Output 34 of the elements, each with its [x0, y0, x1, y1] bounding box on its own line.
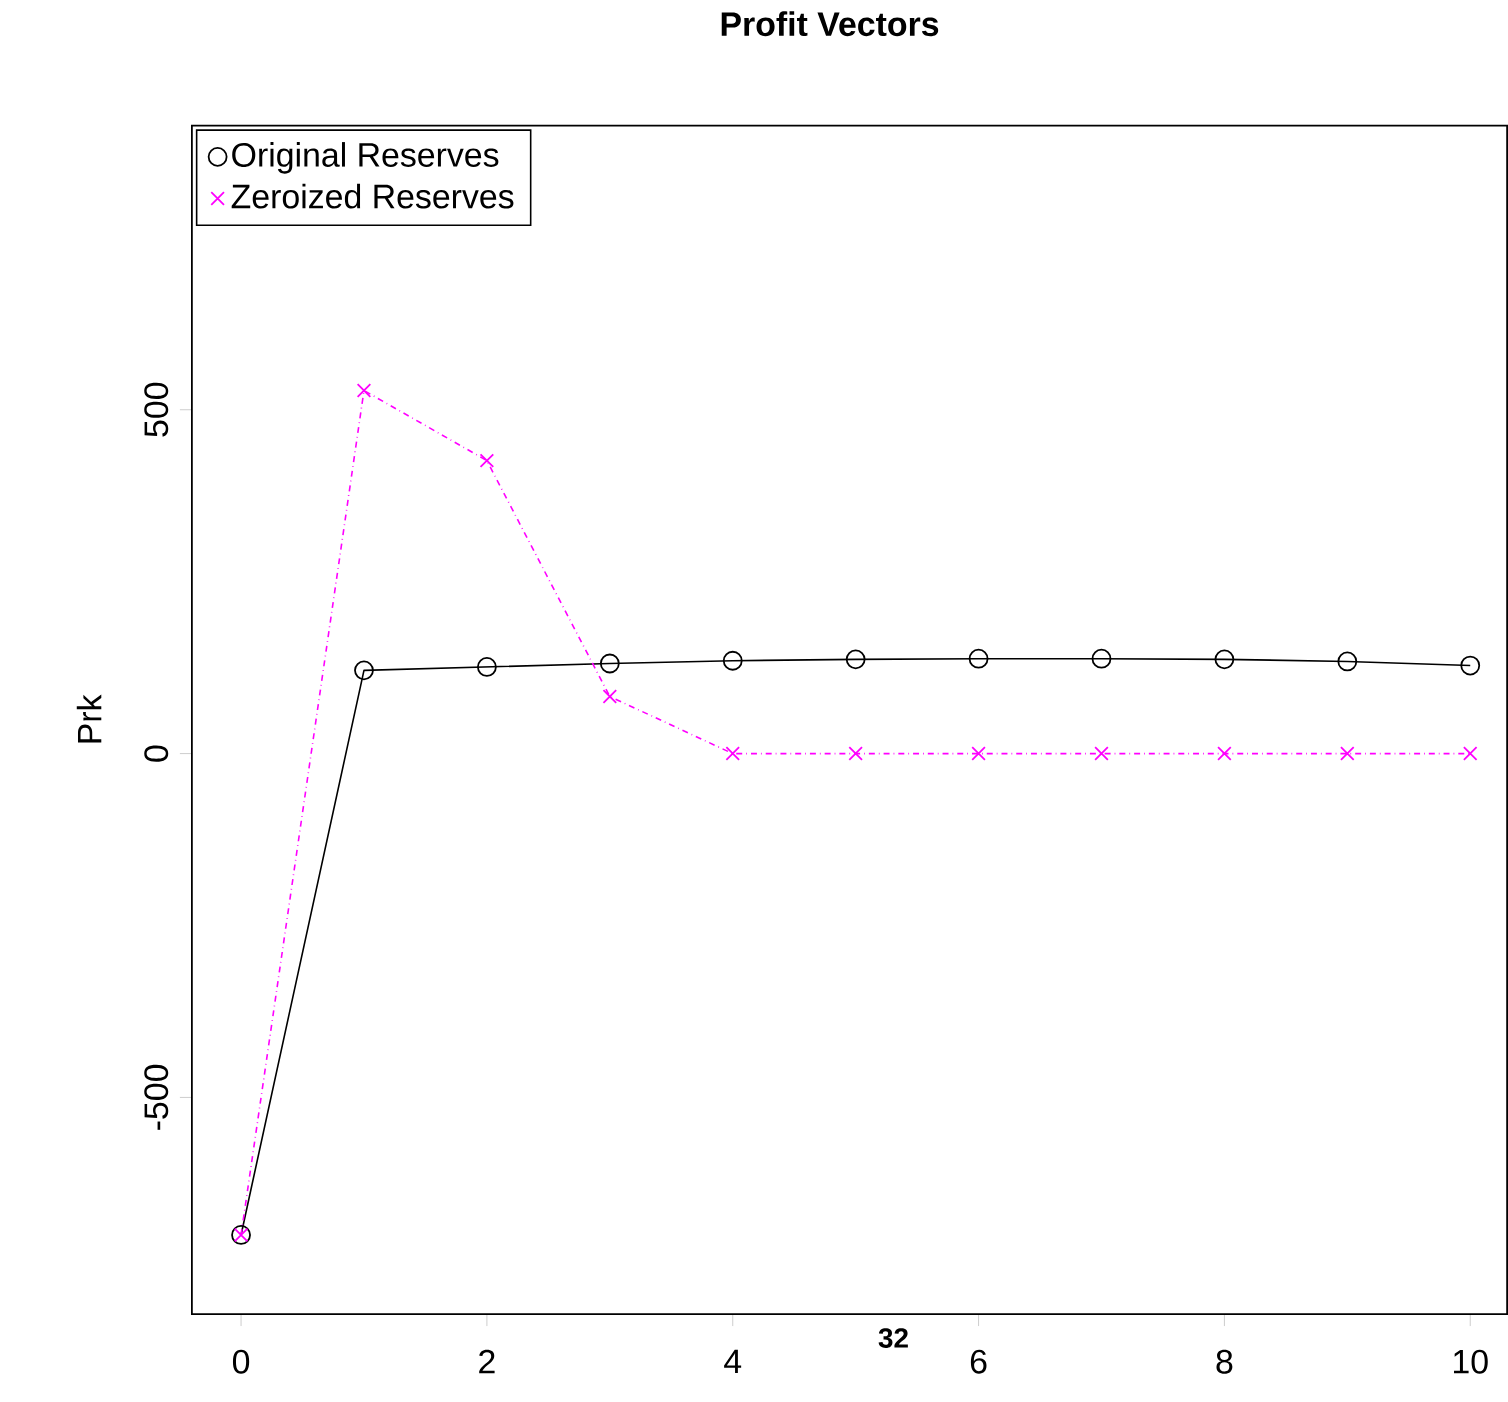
x-tick-label: 6 — [970, 1349, 987, 1374]
x-tick-label: 0 — [232, 1349, 250, 1374]
y-tick-label: 500 — [144, 382, 169, 437]
point — [725, 746, 740, 761]
x-tick-label: 2 — [479, 1349, 495, 1374]
point — [1094, 746, 1109, 761]
legend-label: Zeroized Reserves — [231, 183, 514, 209]
point — [1091, 648, 1112, 669]
point — [477, 657, 497, 677]
point — [971, 746, 986, 761]
y-tick-label: -500 — [144, 1064, 169, 1130]
point — [356, 383, 372, 398]
point — [599, 653, 620, 674]
point — [848, 746, 863, 761]
chart-title: Profit Vectors — [721, 11, 939, 37]
x-tick-label: 4 — [724, 1349, 742, 1374]
legend-label: Original Reserves — [232, 142, 499, 174]
x-tick-label: 10 — [1454, 1349, 1488, 1374]
point — [968, 648, 989, 669]
point — [1337, 651, 1358, 672]
point — [1217, 746, 1232, 761]
x-tick-label: 8 — [1216, 1349, 1233, 1374]
point — [479, 453, 495, 468]
point — [354, 660, 374, 681]
text: 32 — [878, 1328, 908, 1348]
point — [722, 650, 743, 671]
point — [845, 649, 866, 670]
point — [602, 689, 618, 704]
point — [1340, 746, 1355, 761]
point — [1460, 655, 1481, 676]
y-axis-title: Prk — [76, 694, 102, 743]
point — [1214, 649, 1235, 670]
point — [1462, 746, 1478, 761]
y-tick-label: 0 — [144, 745, 169, 762]
